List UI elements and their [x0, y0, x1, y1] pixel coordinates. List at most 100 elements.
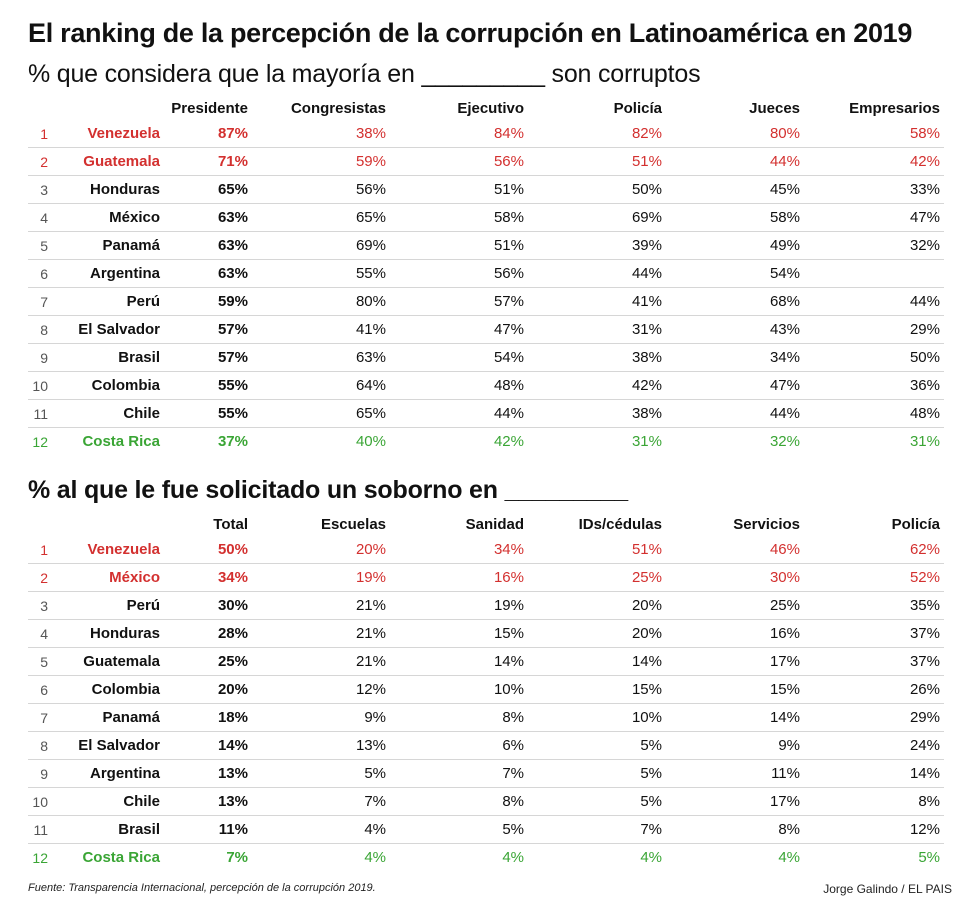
- country-name: Chile: [52, 787, 164, 816]
- rank-number: 12: [32, 849, 48, 866]
- value-cell: 47%: [390, 315, 528, 344]
- value-cell: [804, 259, 944, 288]
- value-cell: 5%: [918, 849, 940, 866]
- value-cell: 24%: [804, 731, 944, 760]
- value-cell: 14%: [528, 647, 666, 676]
- value-cell: 44%: [666, 399, 804, 428]
- value-cell: 38%: [252, 120, 390, 148]
- country-name: Guatemala: [52, 147, 164, 176]
- main-value-cell: 55%: [164, 371, 252, 400]
- column-header: IDs/cédulas: [578, 515, 662, 533]
- value-cell: 56%: [390, 147, 528, 176]
- value-cell: 51%: [390, 175, 528, 204]
- value-cell: 58%: [666, 203, 804, 232]
- value-cell: 30%: [666, 563, 804, 592]
- main-value-cell: 25%: [164, 647, 252, 676]
- rank-number: 4: [28, 619, 52, 648]
- table-row: 6 Argentina 63% 55% 56% 44% 54%: [28, 259, 944, 288]
- value-cell: 29%: [804, 703, 944, 732]
- rank-number: 2: [28, 147, 52, 176]
- value-cell: 4%: [252, 815, 390, 844]
- page-title: El ranking de la percepción de la corrup…: [28, 18, 913, 48]
- column-header: Jueces: [749, 99, 800, 117]
- column-header: [28, 96, 52, 120]
- country-name: México: [52, 203, 164, 232]
- country-name: Brasil: [52, 343, 164, 372]
- value-cell: 37%: [804, 619, 944, 648]
- value-cell: 41%: [528, 287, 666, 316]
- value-cell: 8%: [804, 787, 944, 816]
- table-row: 7 Perú 59% 80% 57% 41% 68% 44%: [28, 287, 944, 316]
- value-cell: 38%: [528, 399, 666, 428]
- value-cell: 4%: [640, 849, 662, 866]
- value-cell: 49%: [666, 231, 804, 260]
- value-cell: 68%: [666, 287, 804, 316]
- table-row: 1 Venezuela 87% 38% 84% 82% 80% 58%: [28, 120, 944, 148]
- value-cell: 13%: [252, 731, 390, 760]
- value-cell: 5%: [528, 731, 666, 760]
- main-value-cell: 59%: [164, 287, 252, 316]
- table-2-title: % al que le fue solicitado un soborno en…: [28, 476, 628, 504]
- value-cell: 31%: [909, 433, 940, 450]
- value-cell: 63%: [252, 343, 390, 372]
- value-cell: 29%: [804, 315, 944, 344]
- value-cell: 42%: [493, 433, 524, 450]
- rank-number: 3: [28, 591, 52, 620]
- value-cell: 12%: [252, 675, 390, 704]
- main-value-cell: 7%: [226, 849, 248, 866]
- value-cell: 20%: [528, 619, 666, 648]
- table-row: 3 Perú 30% 21% 19% 20% 25% 35%: [28, 591, 944, 620]
- bribery-table: Total Escuelas Sanidad IDs/cédulas Servicios…: [28, 512, 944, 871]
- value-cell: 31%: [528, 315, 666, 344]
- country-name: El Salvador: [52, 315, 164, 344]
- value-cell: 7%: [252, 787, 390, 816]
- main-value-cell: 63%: [164, 259, 252, 288]
- value-cell: 7%: [390, 759, 528, 788]
- value-cell: 9%: [252, 703, 390, 732]
- table-row: 6 Colombia 20% 12% 10% 15% 15% 26%: [28, 675, 944, 704]
- value-cell: 35%: [804, 591, 944, 620]
- value-cell: 80%: [666, 120, 804, 148]
- column-header: [52, 512, 164, 536]
- value-cell: 5%: [390, 815, 528, 844]
- value-cell: 8%: [390, 703, 528, 732]
- value-cell: 69%: [528, 203, 666, 232]
- value-cell: 36%: [804, 371, 944, 400]
- main-value-cell: 55%: [164, 399, 252, 428]
- value-cell: 5%: [528, 759, 666, 788]
- value-cell: 7%: [528, 815, 666, 844]
- value-cell: 4%: [778, 849, 800, 866]
- value-cell: 33%: [804, 175, 944, 204]
- table-row: 9 Brasil 57% 63% 54% 38% 34% 50%: [28, 343, 944, 372]
- country-name: Costa Rica: [82, 433, 160, 450]
- rank-number: 6: [28, 259, 52, 288]
- country-name: Panamá: [52, 703, 164, 732]
- column-header: Congresistas: [290, 99, 386, 117]
- perception-table: Presidente Congresistas Ejecutivo Policía Ju…: [28, 96, 944, 455]
- column-header: Total: [213, 515, 248, 533]
- rank-number: 10: [28, 371, 52, 400]
- table-row: 2 Guatemala 71% 59% 56% 51% 44% 42%: [28, 147, 944, 176]
- rank-number: 1: [28, 120, 52, 148]
- main-value-cell: 57%: [164, 315, 252, 344]
- main-value-cell: 30%: [164, 591, 252, 620]
- value-cell: 14%: [804, 759, 944, 788]
- value-cell: 84%: [390, 120, 528, 148]
- value-cell: 41%: [252, 315, 390, 344]
- country-name: Argentina: [52, 759, 164, 788]
- country-name: Colombia: [52, 371, 164, 400]
- value-cell: 26%: [804, 675, 944, 704]
- value-cell: 19%: [390, 591, 528, 620]
- value-cell: 56%: [390, 259, 528, 288]
- table-row: 1 Venezuela 50% 20% 34% 51% 46% 62%: [28, 536, 944, 564]
- rank-number: 11: [28, 815, 52, 844]
- value-cell: 19%: [252, 563, 390, 592]
- country-name: Argentina: [52, 259, 164, 288]
- column-header: Servicios: [733, 515, 800, 533]
- rank-number: 8: [28, 731, 52, 760]
- value-cell: 21%: [252, 619, 390, 648]
- value-cell: 48%: [804, 399, 944, 428]
- value-cell: 62%: [804, 536, 944, 564]
- table-row: 5 Panamá 63% 69% 51% 39% 49% 32%: [28, 231, 944, 260]
- value-cell: 34%: [666, 343, 804, 372]
